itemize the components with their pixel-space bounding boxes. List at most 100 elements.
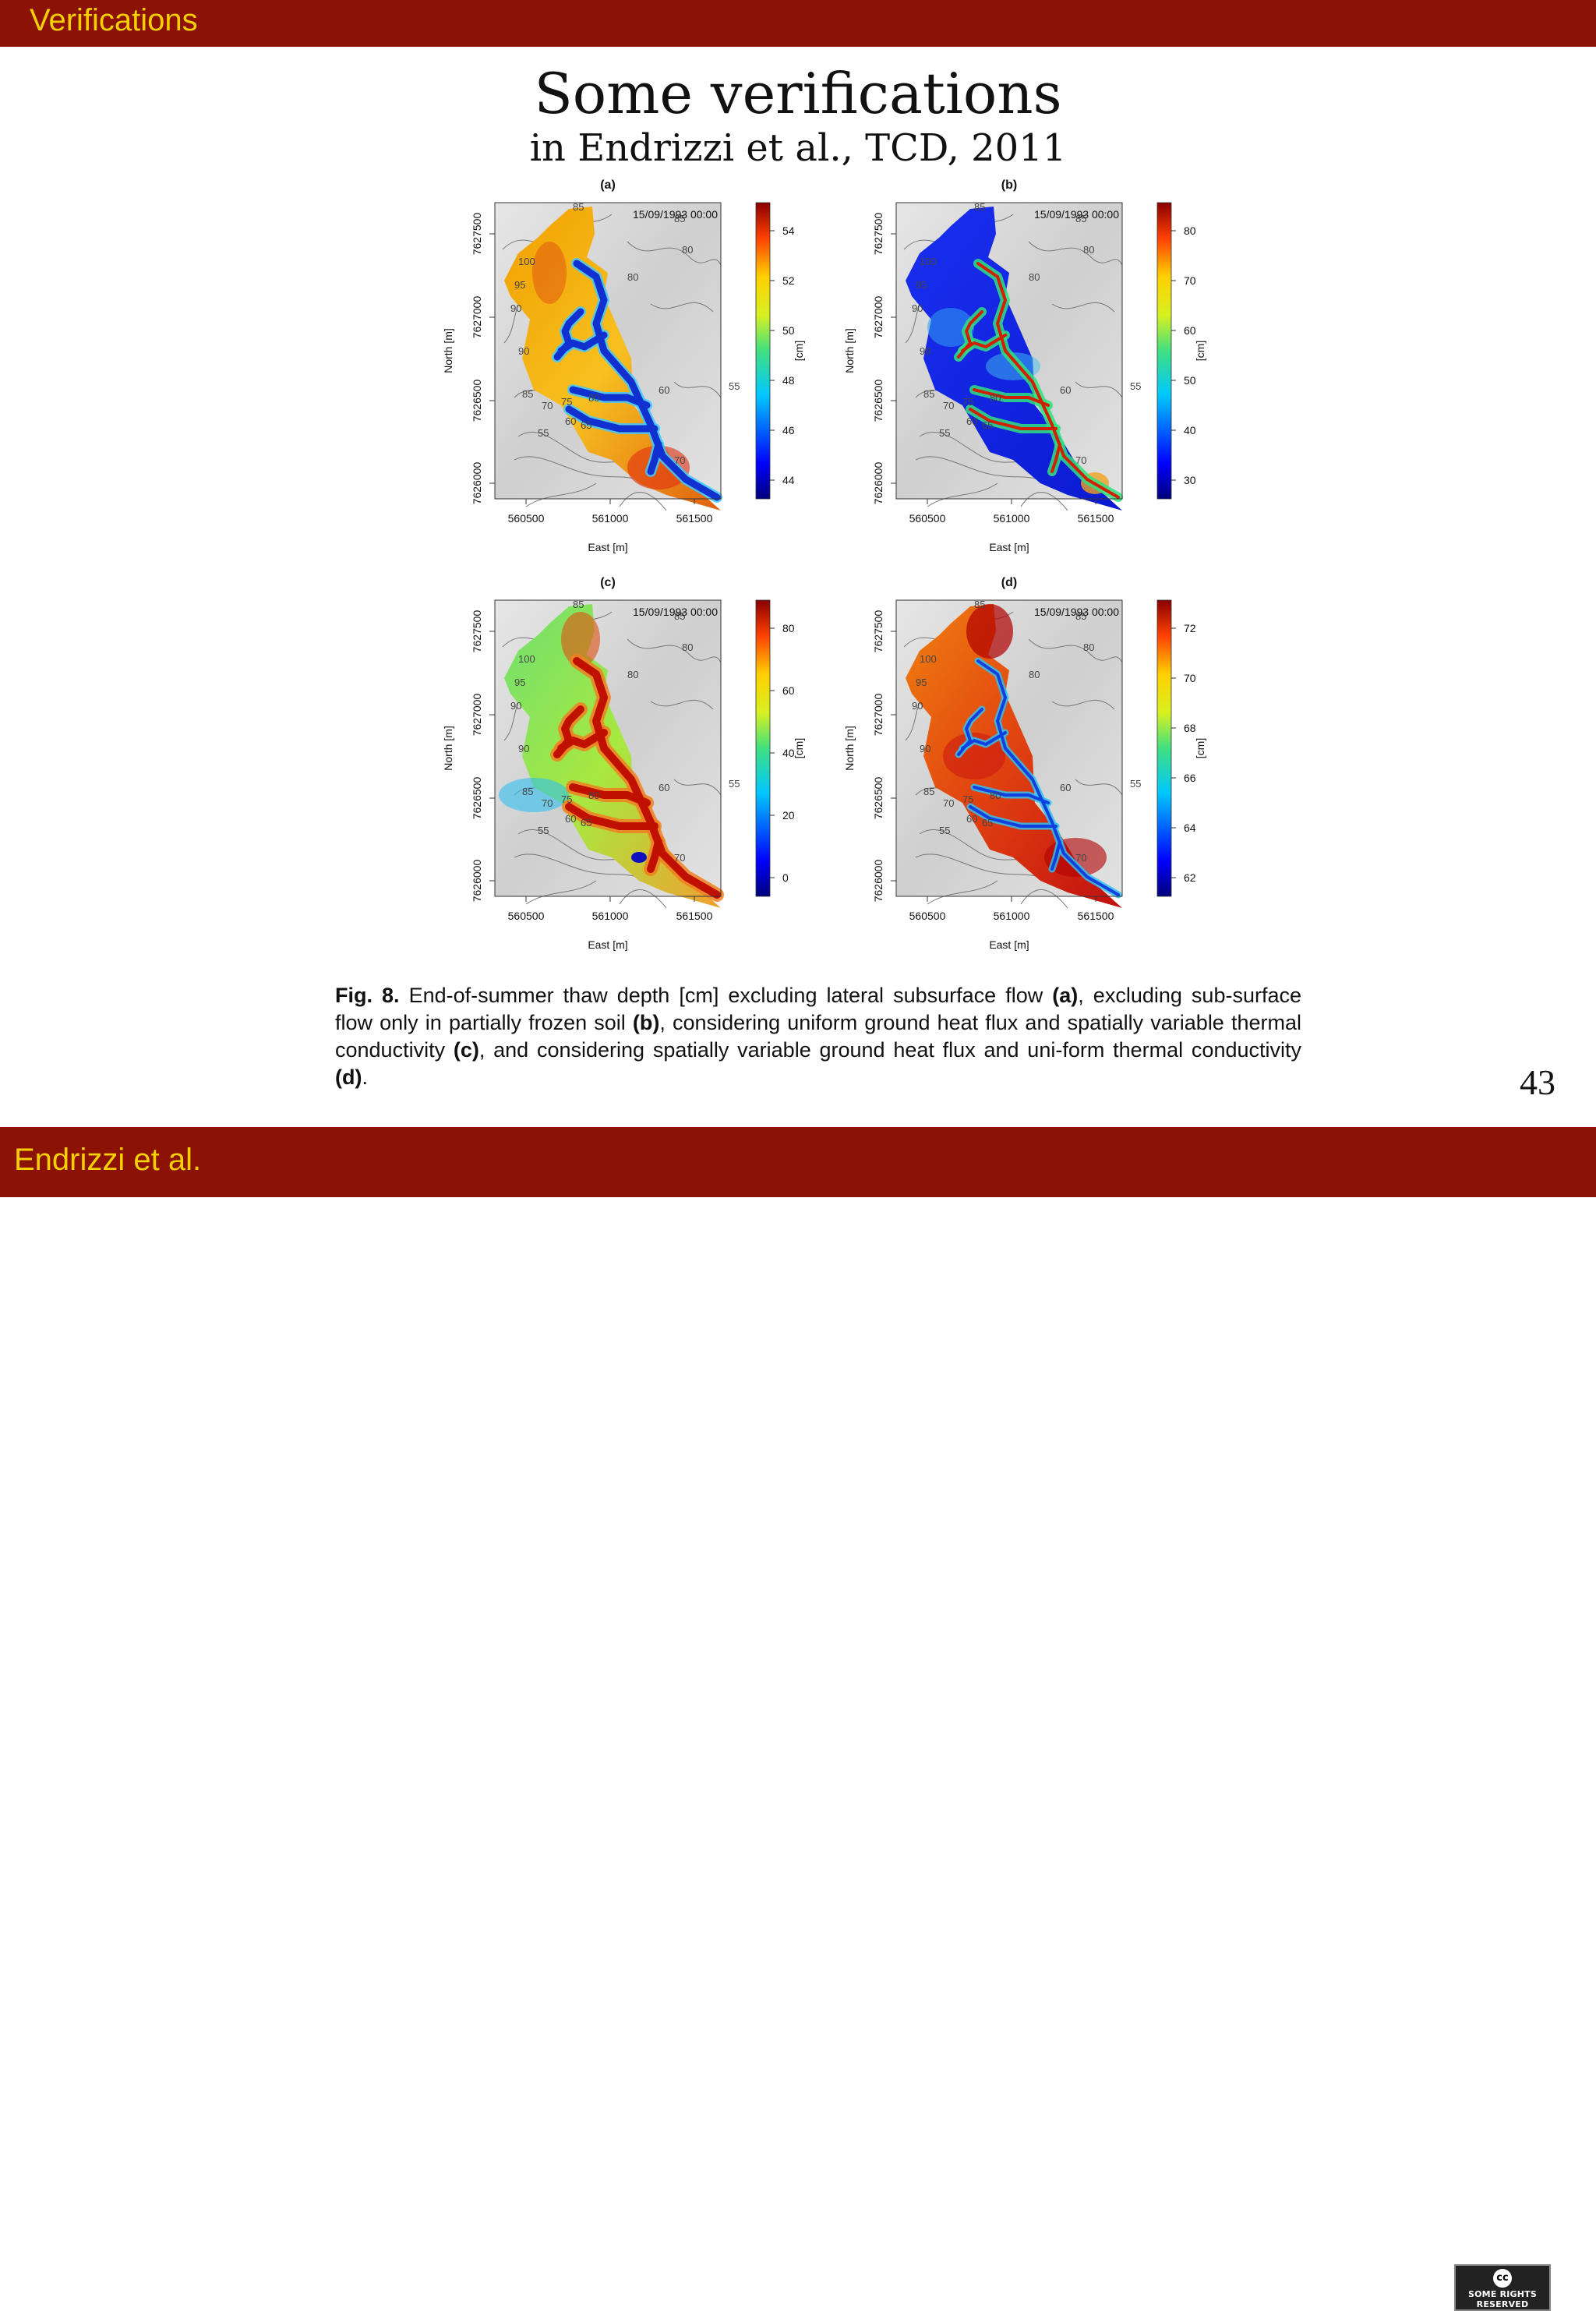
x-tick-label: 560500 (909, 910, 946, 922)
contour-labels: 85 85 80 80 100 95 90 90 85 75 80 70 60 65 55 55 60 70 (510, 201, 740, 466)
stream-channel (973, 388, 1050, 407)
hotspot (927, 308, 974, 347)
colorbar-tick-label: 40 (1184, 424, 1196, 436)
creative-commons-badge[interactable]: cc SOME RIGHTS RESERVED (1454, 2264, 1551, 2311)
contour-label: 100 (920, 653, 937, 665)
panel-label: (b) (1001, 178, 1017, 192)
colorbar-tick-label: 54 (782, 224, 795, 237)
contour-label: 90 (912, 302, 923, 314)
plot-frame (494, 599, 722, 897)
colorbar-tick-label: 62 (1184, 871, 1196, 884)
contour-label: 70 (943, 400, 954, 412)
contour-label: 85 (1075, 610, 1086, 622)
stream-channel (569, 386, 651, 409)
x-axis-label: East [m] (989, 541, 1029, 553)
contour-line (619, 492, 667, 511)
colorbar-tick-label: 60 (1184, 324, 1196, 337)
stream-channel (569, 783, 651, 807)
slide-title: Some verifications (534, 61, 1062, 126)
y-tick-label: 7627500 (872, 610, 885, 653)
caption-ref-c: (c) (453, 1038, 479, 1062)
catchment (906, 604, 1122, 908)
timestamp-label: 15/09/1993 00:00 (1034, 208, 1119, 221)
y-tick-label: 7626500 (471, 777, 483, 820)
contour-label: 80 (682, 244, 693, 256)
colorbar (1156, 202, 1172, 500)
contour-label: 75 (962, 396, 973, 408)
y-tick-label: 7627000 (471, 296, 483, 339)
contour-label: 55 (939, 825, 950, 836)
figure-caption: Fig. 8. End-of-summer thaw depth [cm] ex… (335, 982, 1301, 1091)
x-tick-label: 561500 (1078, 512, 1114, 525)
contour-label: 70 (542, 797, 553, 809)
colorbar-tick-label: 50 (1184, 374, 1196, 387)
colorbar-tick-label: 44 (782, 474, 795, 486)
colorbar-unit-label: [cm] (793, 341, 805, 361)
contour-label: 60 (659, 782, 669, 793)
contour-label: 75 (561, 793, 572, 805)
stream-channel (976, 262, 1120, 499)
contour-line (1020, 492, 1068, 511)
colorbar-tick-label: 46 (782, 424, 795, 436)
caption-text-3: , considering uniform ground heat flux a… (335, 1011, 1301, 1062)
colorbar-tick-label: 72 (1184, 622, 1196, 634)
x-tick-label: 561500 (676, 512, 713, 525)
stream-channel (573, 260, 721, 501)
x-tick-label: 560500 (508, 910, 545, 922)
stream-channel (973, 786, 1050, 804)
contour-line (673, 381, 722, 398)
contour-line (1020, 889, 1068, 909)
contour-label: 90 (912, 700, 923, 712)
contour-line (1051, 302, 1115, 313)
hotspot (532, 242, 567, 304)
hotspot (631, 852, 647, 863)
y-tick-label: 7626500 (872, 777, 885, 820)
colorbar-tick-label: 48 (782, 374, 795, 387)
stream-channel (1050, 840, 1061, 871)
figure-svg: (a) 85 85 80 80 100 95 90 90 85 75 80 70 60 65 55 55 60 70… (442, 178, 1206, 951)
contour-label: 70 (674, 454, 685, 466)
slide-subtitle: in Endrizzi et al., TCD, 2011 (529, 126, 1067, 170)
catchment (504, 207, 722, 511)
contour-label: 85 (522, 388, 533, 400)
contour-label: 95 (916, 279, 927, 291)
stream-channel (565, 405, 659, 433)
y-axis-label: North [m] (843, 328, 856, 373)
caption-ref-b: (b) (632, 1011, 660, 1034)
contour-label: 60 (966, 415, 977, 427)
author-label: Endrizzi et al. (14, 1143, 202, 1177)
hotspot (966, 604, 1013, 659)
y-tick-label: 7627000 (872, 296, 885, 339)
contour-label: 70 (943, 797, 954, 809)
contour-label: 90 (920, 743, 930, 754)
contour-line (1028, 638, 1123, 663)
contour-line (627, 241, 722, 266)
contour-labels: 85 85 80 80 100 95 90 90 85 75 80 70 60 65 55 55 60 70 (912, 599, 1141, 864)
page-number: 43 (1520, 1062, 1555, 1102)
timestamp-label: 15/09/1993 00:00 (633, 606, 718, 618)
colorbar (1156, 599, 1172, 897)
contour-label: 80 (627, 271, 638, 283)
caption-text-1: End-of-summer thaw depth [cm] excluding … (399, 984, 1053, 1007)
contour-line (927, 880, 998, 905)
x-tick-label: 561000 (994, 910, 1030, 922)
x-tick-label: 561500 (676, 910, 713, 922)
caption-ref-a: (a) (1052, 984, 1079, 1007)
caption-text-2: , excluding sub-surface flow only in par… (335, 984, 1301, 1034)
contour-label: 95 (916, 677, 927, 688)
catchment (499, 604, 724, 908)
x-axis-label: East [m] (588, 541, 627, 553)
colorbar-tick-label: 52 (782, 274, 795, 287)
contour-label: 90 (510, 700, 521, 712)
contour-line (627, 638, 722, 663)
y-tick-label: 7627500 (471, 213, 483, 256)
x-tick-label: 561000 (994, 512, 1030, 525)
contour-line (525, 880, 597, 905)
cc-icon: cc (1493, 2269, 1512, 2288)
timestamp-label: 15/09/1993 00:00 (633, 208, 718, 221)
plot-frame (494, 202, 722, 500)
contour-label: 80 (588, 392, 599, 404)
bottom-bar: Endrizzi et al. cc SOME RIGHTS RESERVED (0, 1127, 1596, 2311)
contour-label: 80 (1083, 641, 1094, 653)
caption-text-4: , and considering spatially variable gro… (478, 1038, 1301, 1062)
